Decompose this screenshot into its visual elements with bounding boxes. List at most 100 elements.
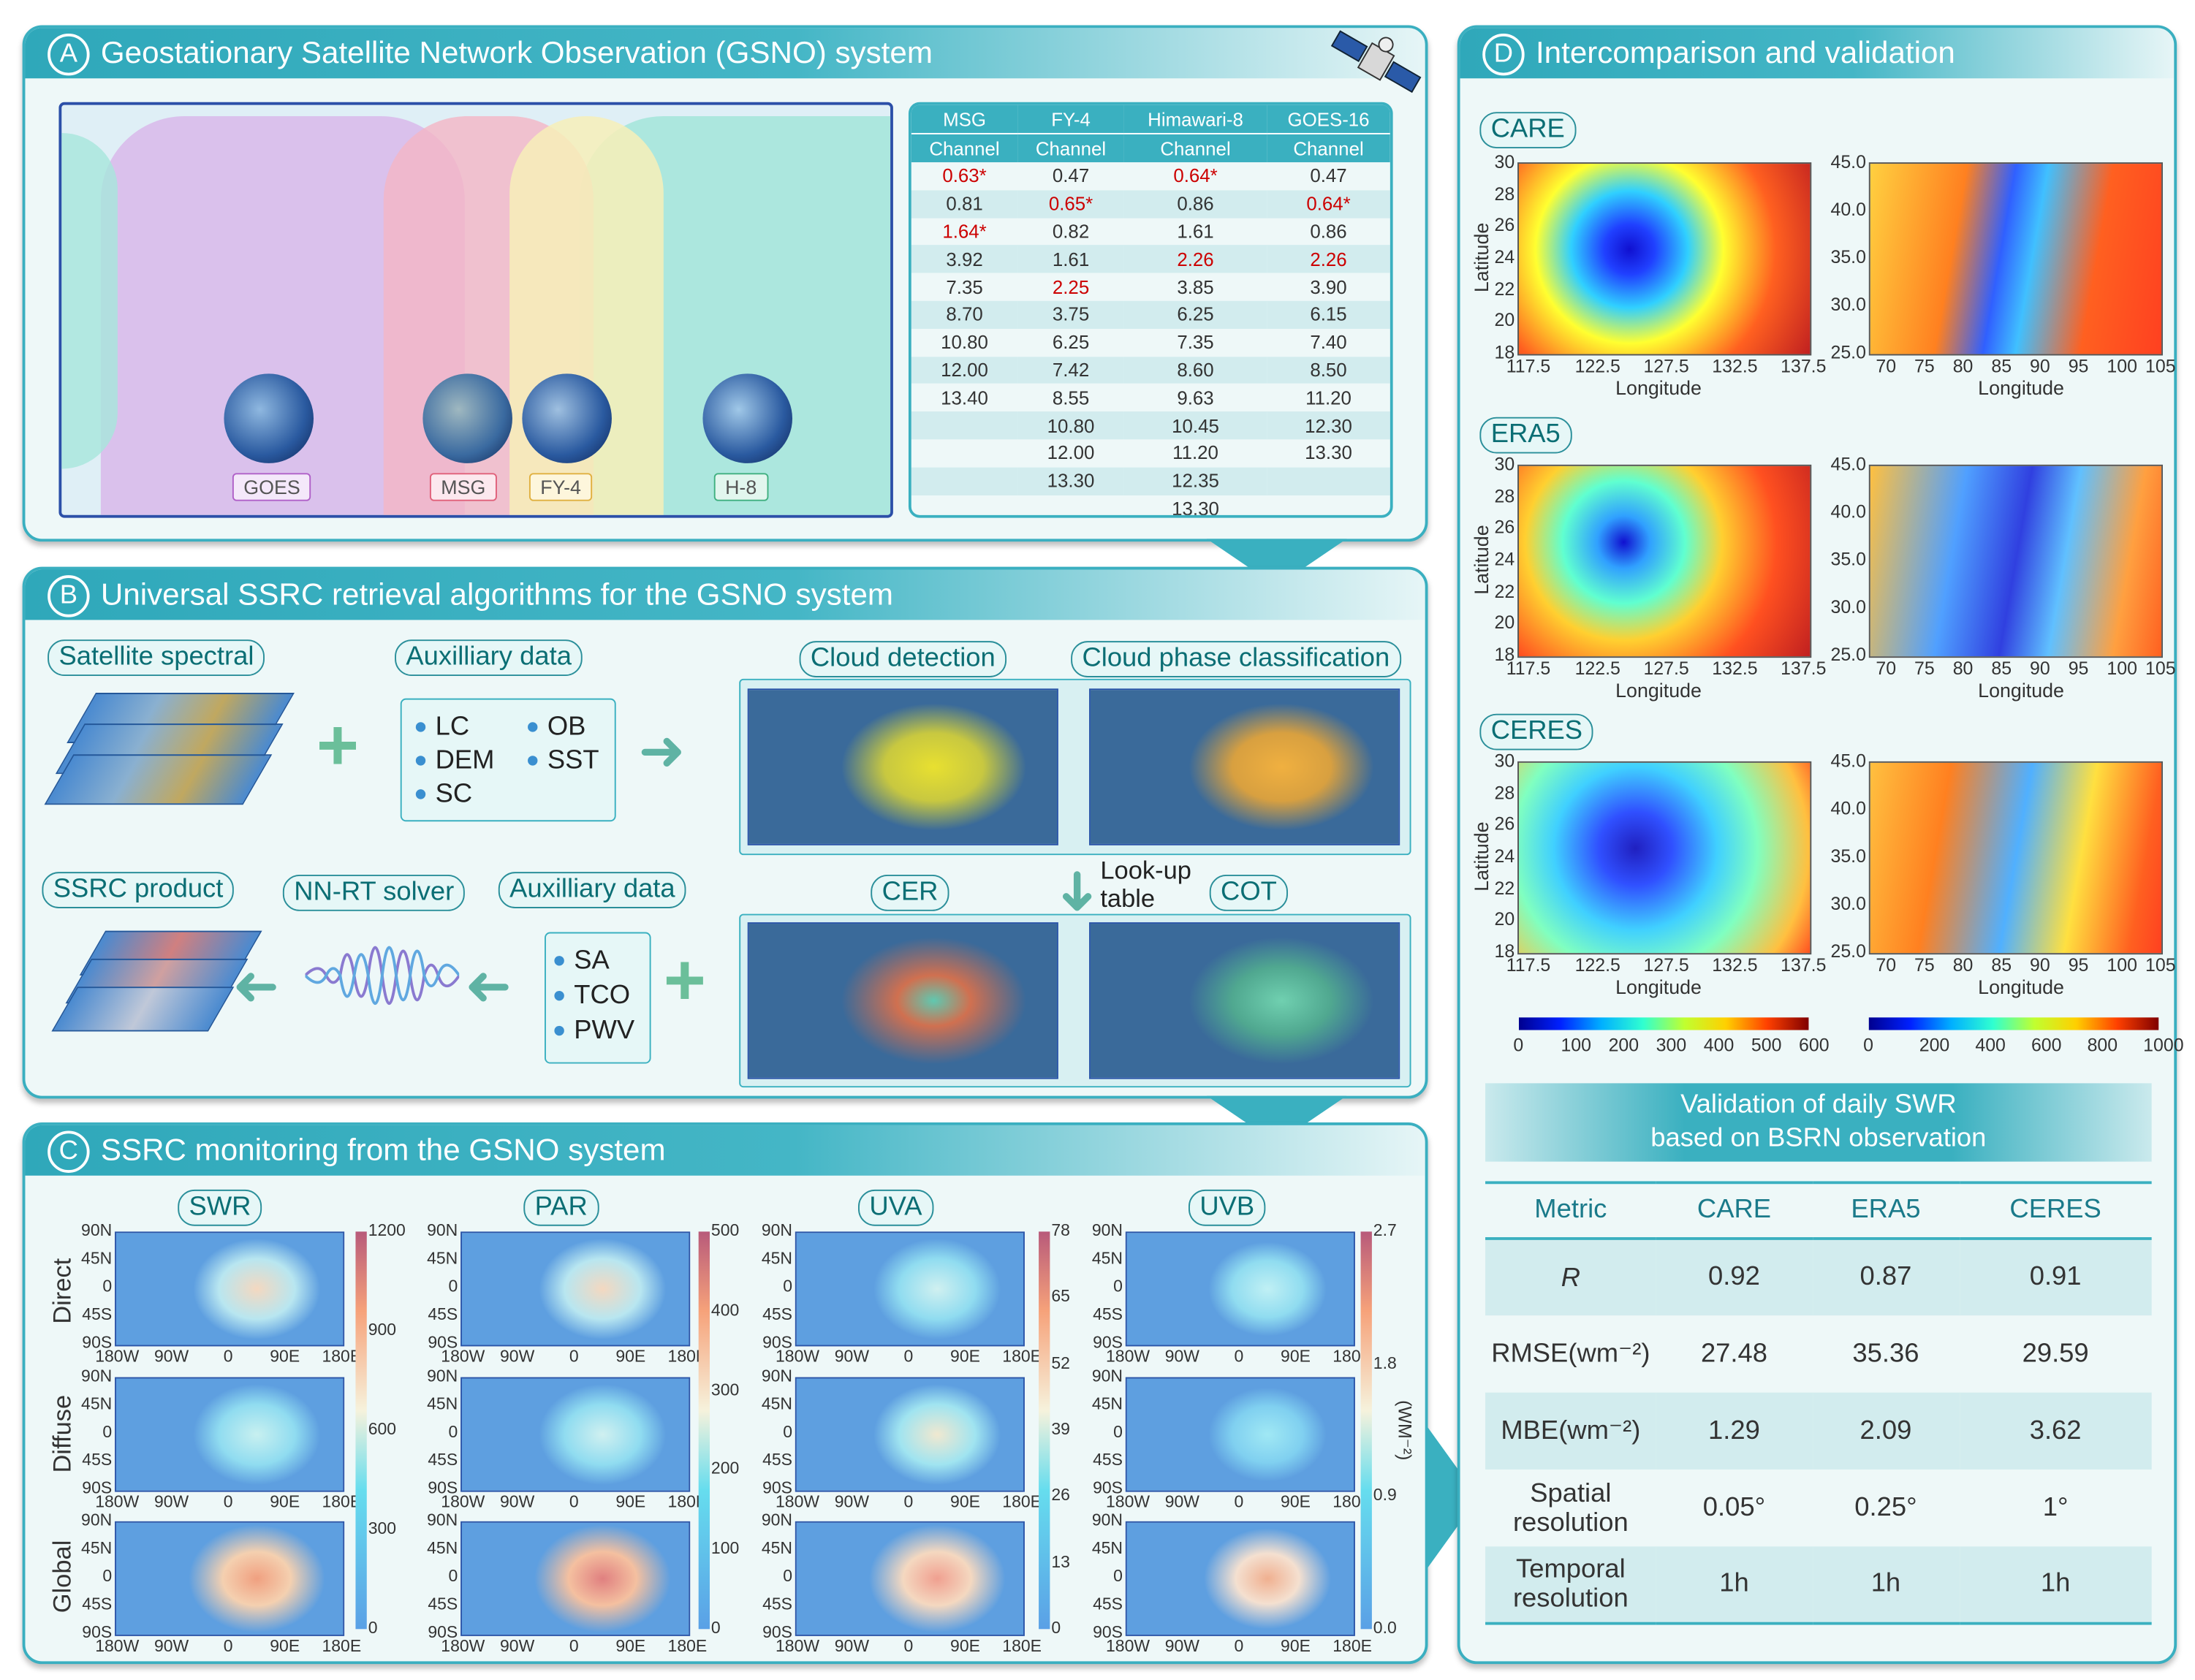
y-tick: 40.0 xyxy=(1830,797,1866,819)
x-tick: 105 xyxy=(2145,954,2176,976)
map-uva-diffuse xyxy=(795,1377,1025,1492)
lat-tick: 45S xyxy=(428,1450,458,1470)
coverage-map: GOES MSG FY-4 H-8 xyxy=(58,102,893,518)
validation-cell: 0.25° xyxy=(1854,1492,1917,1522)
cloud-phase-map xyxy=(1089,688,1400,845)
lon-tick: 0 xyxy=(1234,1346,1244,1367)
table-cell: 12.35 xyxy=(1172,470,1219,492)
table-cell: 0.82 xyxy=(1052,221,1090,243)
validation-cell: 1° xyxy=(2042,1492,2069,1522)
lat-tick: 0 xyxy=(783,1276,793,1296)
lon-tick: 90W xyxy=(500,1346,535,1367)
lat-tick: 45N xyxy=(761,1538,793,1558)
colorbar-tick: 1.8 xyxy=(1373,1353,1397,1373)
map-swr-global xyxy=(115,1521,345,1636)
validation-row: Spatial resolution 0.05° 0.25° 1° xyxy=(1485,1469,2152,1547)
table-cell: 7.35 xyxy=(1177,332,1214,353)
validation-title-line2: based on BSRN observation xyxy=(1650,1123,1987,1154)
panel-title: Universal SSRC retrieval algorithms for … xyxy=(100,577,894,612)
validation-cell: 0.05° xyxy=(1702,1492,1766,1522)
table-cell: 3.85 xyxy=(1177,276,1214,298)
y-tick: 26 xyxy=(1494,517,1515,539)
y-tick: 30.0 xyxy=(1830,294,1866,315)
colorbar-uvb xyxy=(1360,1231,1372,1630)
y-tick: 24 xyxy=(1494,548,1515,570)
colorbar-tick: 800 xyxy=(2087,1034,2118,1056)
colorbar-tick: 1200 xyxy=(368,1220,406,1240)
globe-msg xyxy=(422,373,512,463)
channel-table: MSG FY-4 Himawari-8 GOES-16 Channel Chan… xyxy=(908,102,1393,518)
map-uva-global xyxy=(795,1521,1025,1636)
lon-tick: 0 xyxy=(569,1635,579,1656)
lon-tick: 90E xyxy=(270,1346,300,1367)
aux-box-bottom: SA TCO PWV xyxy=(545,932,651,1064)
lat-tick: 90S xyxy=(762,1622,793,1642)
table-cell: 8.70 xyxy=(946,304,983,326)
lat-tick: 45N xyxy=(427,1248,458,1269)
lat-tick: 45N xyxy=(761,1394,793,1414)
y-axis-label: Latitude xyxy=(1469,525,1493,595)
label-goes: GOES xyxy=(232,473,312,501)
col-goes16: GOES-16 xyxy=(1267,104,1390,134)
colorbar-tick: 0 xyxy=(1863,1034,1873,1056)
x-tick: 132.5 xyxy=(1712,658,1758,679)
x-tick: 137.5 xyxy=(1781,658,1827,679)
lat-tick: 0 xyxy=(102,1276,113,1296)
row-label-direct: Direct xyxy=(48,1258,77,1324)
panel-d-header: D Intercomparison and validation xyxy=(1460,28,2175,79)
table-cell: 10.80 xyxy=(1047,414,1095,436)
validation-cell: 1h xyxy=(1719,1568,1749,1599)
arrow-left-icon: ➜ xyxy=(464,956,512,1018)
validation-cell: R xyxy=(1561,1263,1580,1293)
lon-tick: 90W xyxy=(153,1635,189,1656)
header-metric: Metric xyxy=(1534,1195,1607,1225)
lon-tick: 0 xyxy=(223,1346,233,1367)
validation-cell: 2.09 xyxy=(1860,1415,1912,1445)
x-axis-label: Longitude xyxy=(1615,376,1702,399)
heatmap-typhoon-ceres xyxy=(1517,761,1812,955)
lon-tick: 90W xyxy=(834,1491,870,1512)
y-tick: 28 xyxy=(1494,781,1515,803)
cloud-detection-map xyxy=(747,688,1058,845)
panel-title: Intercomparison and validation xyxy=(1535,34,1955,70)
table-row: 12.00 7.42 8.60 8.50 xyxy=(911,356,1390,384)
lon-tick: 180W xyxy=(776,1491,820,1512)
table-row: 0.81 0.65* 0.86 0.64* xyxy=(911,190,1390,218)
table-cell: 13.30 xyxy=(1047,470,1095,492)
y-tick: 26 xyxy=(1494,214,1515,236)
map-par-diffuse xyxy=(460,1377,691,1492)
panel-a-header: A Geostationary Satellite Network Observa… xyxy=(25,28,1425,79)
x-axis-label: Longitude xyxy=(1615,975,1702,998)
x-tick: 90 xyxy=(2030,355,2050,377)
validation-cell: 35.36 xyxy=(1852,1338,1919,1369)
table-cell: 11.20 xyxy=(1305,387,1352,408)
validation-row: RMSE(wm⁻²) 27.48 35.36 29.59 xyxy=(1485,1315,2152,1393)
lon-tick: 180W xyxy=(776,1346,820,1367)
lon-tick: 90W xyxy=(500,1491,535,1512)
table-cell: 12.00 xyxy=(941,360,988,381)
y-tick: 18 xyxy=(1494,940,1515,962)
colorbar-tick: 300 xyxy=(368,1518,397,1538)
y-tick: 30 xyxy=(1494,750,1515,772)
arrow-down-icon: ➜ xyxy=(1047,867,1109,916)
colorbar-tick: 200 xyxy=(710,1459,740,1479)
label-cer: CER xyxy=(871,875,949,911)
lat-tick: 90S xyxy=(428,1478,458,1498)
y-axis-label: Latitude xyxy=(1469,222,1493,293)
table-cell xyxy=(911,439,1017,467)
panel-a: A Geostationary Satellite Network Observa… xyxy=(22,25,1428,542)
lon-tick: 90E xyxy=(270,1635,300,1656)
lat-tick: 45S xyxy=(1093,1450,1123,1470)
cot-map xyxy=(1089,922,1400,1079)
lat-tick: 90N xyxy=(427,1366,458,1386)
lat-tick: 90S xyxy=(428,1622,458,1642)
panel-b-header: B Universal SSRC retrieval algorithms for… xyxy=(25,569,1425,620)
lat-tick: 45S xyxy=(82,1594,113,1614)
table-cell: 6.25 xyxy=(1052,332,1090,353)
validation-cell: Temporal resolution xyxy=(1512,1554,1629,1614)
map-uvb-diffuse xyxy=(1125,1377,1355,1492)
table-cell: 13.30 xyxy=(1172,498,1219,518)
plus-icon: + xyxy=(663,940,706,1022)
table-cell xyxy=(911,411,1017,439)
product-label-ceres: CERES xyxy=(1479,713,1594,750)
